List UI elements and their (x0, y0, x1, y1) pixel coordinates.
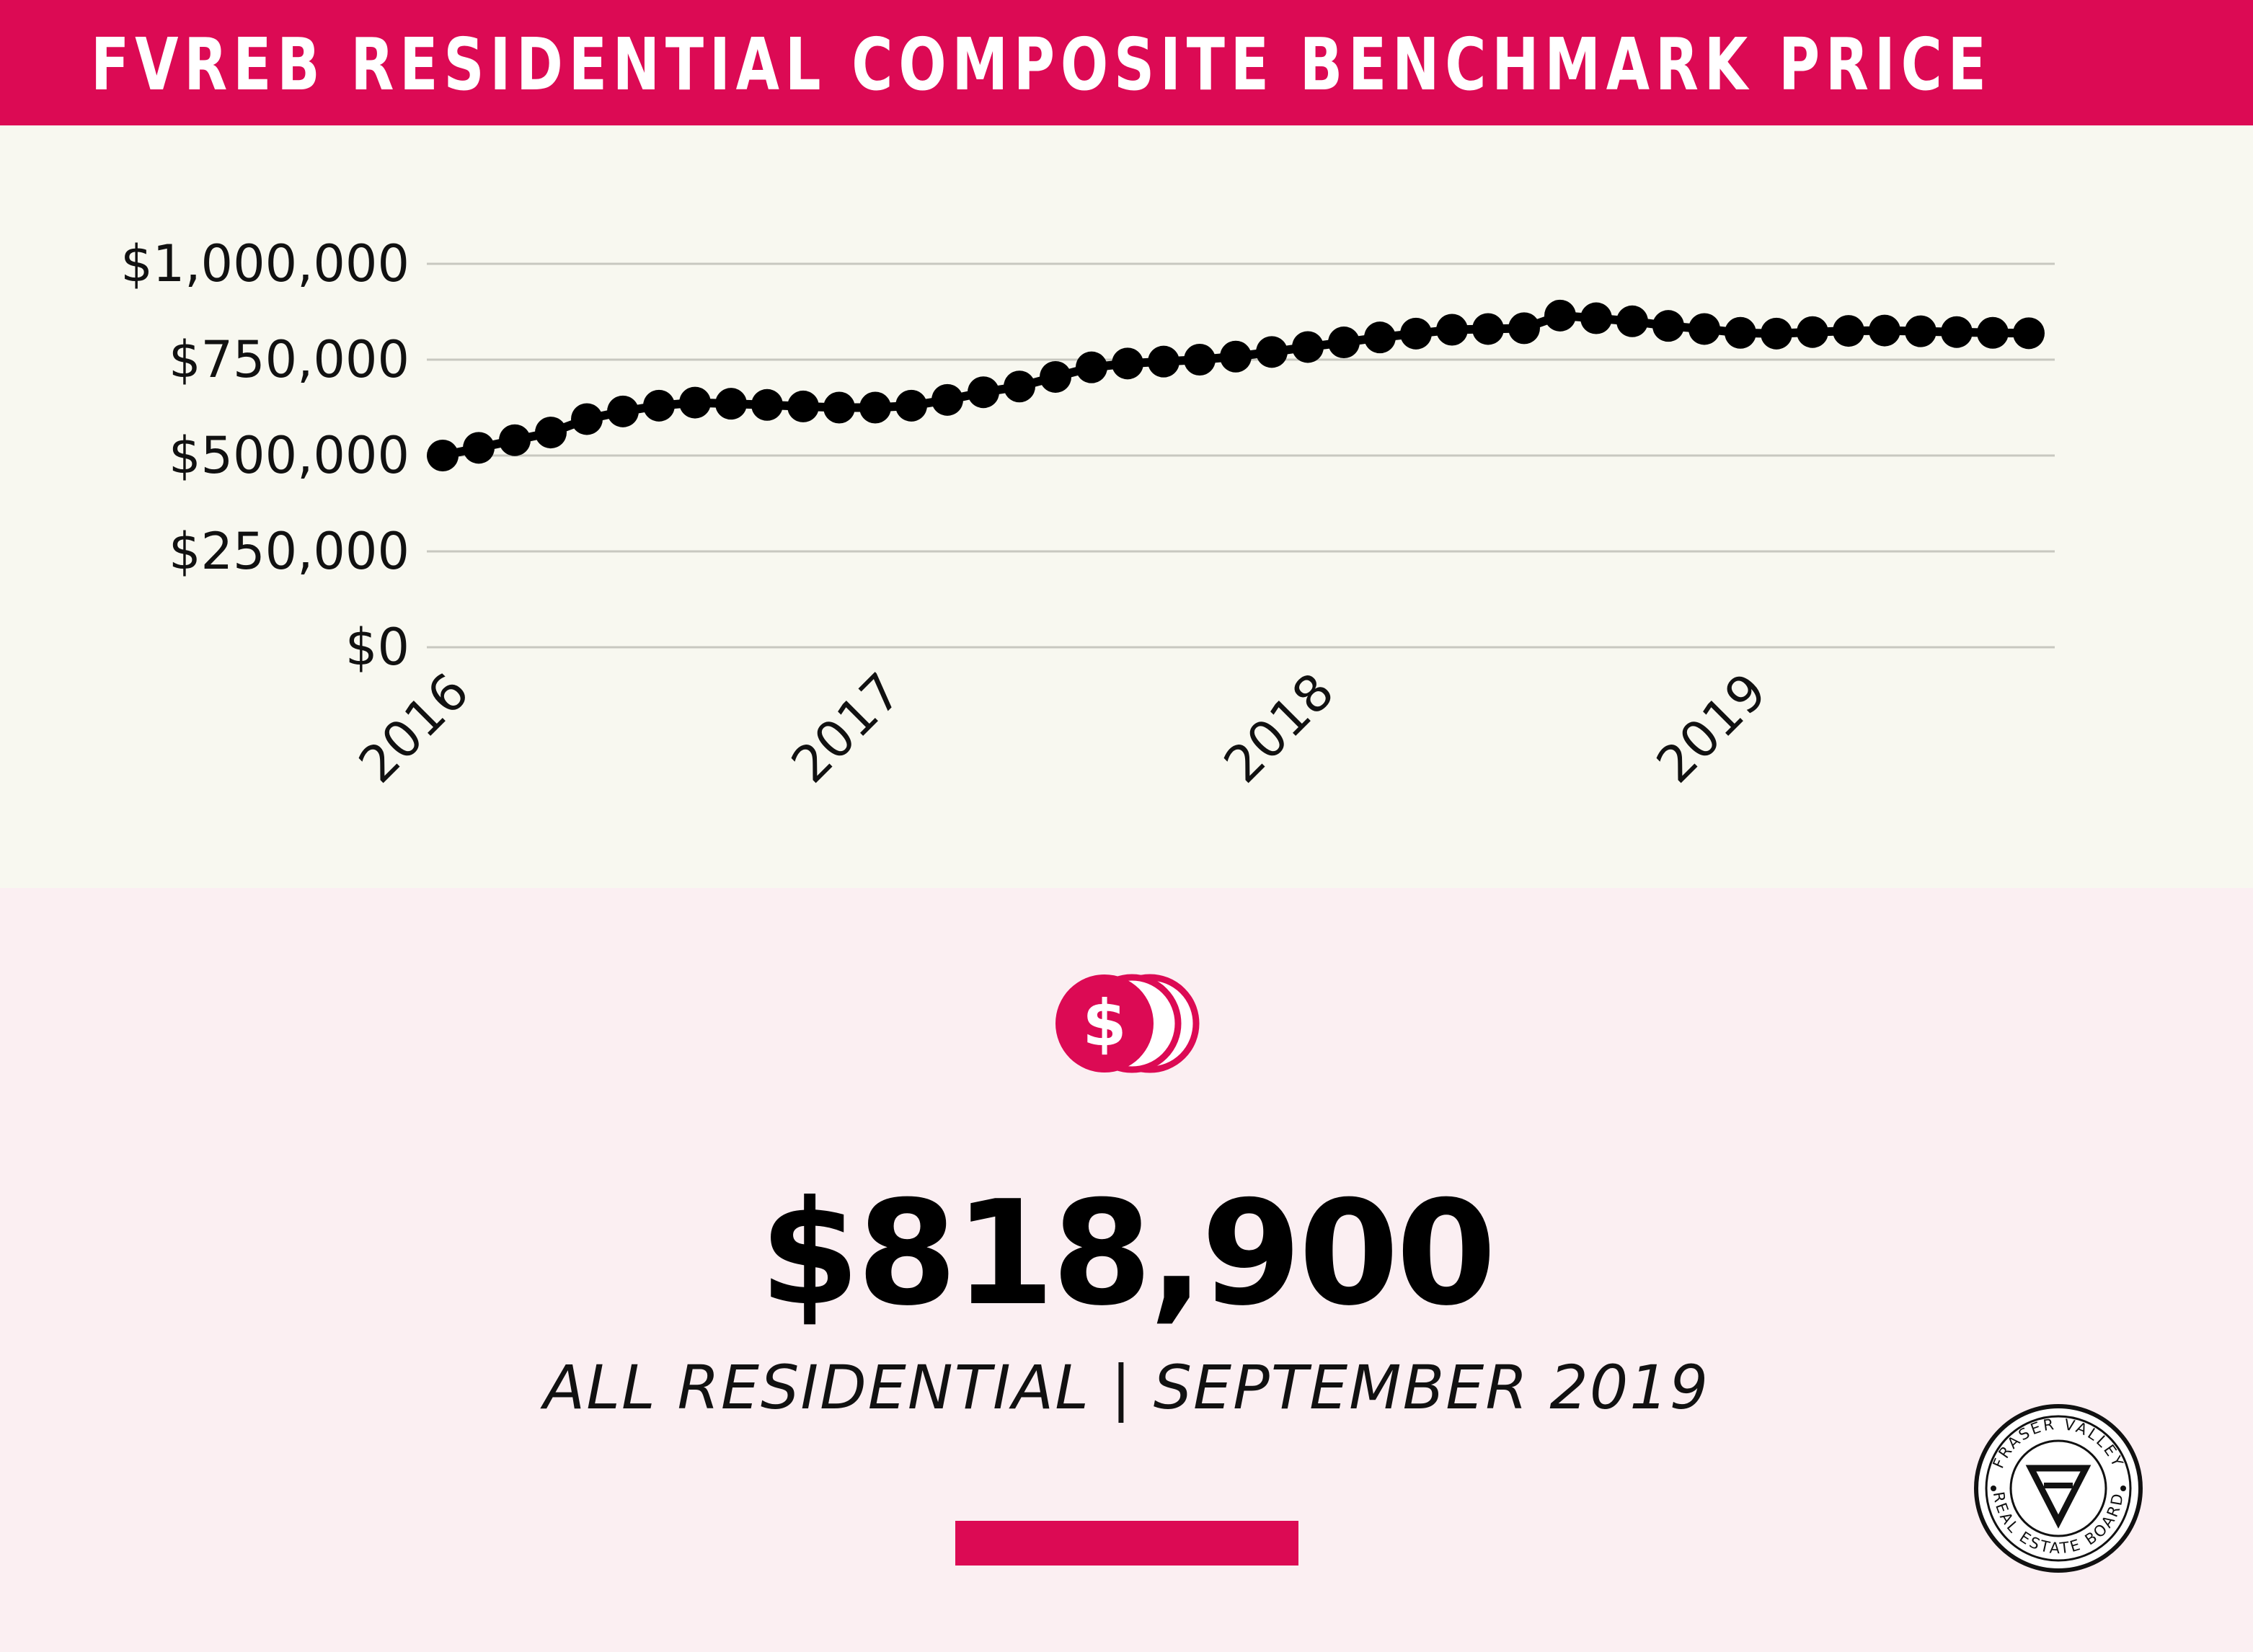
x-tick-label: 2018 (1213, 662, 1345, 794)
y-tick-label: $0 (345, 618, 410, 677)
data-point (1328, 327, 1360, 359)
x-tick-label: 2017 (780, 662, 913, 794)
data-point (1616, 305, 1648, 337)
y-tick-label: $750,000 (169, 330, 410, 389)
data-point (1220, 340, 1252, 373)
gridlines (427, 262, 2055, 649)
data-point (1761, 317, 1792, 350)
data-point (1112, 347, 1143, 380)
data-point (1941, 316, 1973, 348)
data-point (535, 417, 567, 449)
data-point (715, 388, 747, 420)
svg-text:$: $ (1082, 986, 1126, 1060)
data-point (1436, 314, 1468, 346)
data-point (571, 403, 603, 435)
data-point (1076, 351, 1107, 383)
data-point (1148, 345, 1179, 378)
benchmark-price-caption: ALL RESIDENTIAL | SEPTEMBER 2019 (543, 1352, 1710, 1423)
data-point (968, 376, 999, 409)
data-point (823, 391, 855, 424)
data-point (895, 389, 927, 422)
data-point (499, 424, 531, 456)
data-point (1364, 321, 1396, 354)
x-tick-label: 2019 (1645, 662, 1778, 794)
data-point (1869, 314, 1900, 347)
data-point (427, 440, 459, 471)
data-point (1508, 312, 1540, 345)
dollar-coins-icon: $ (1055, 974, 1200, 1073)
data-point (1725, 316, 1756, 349)
data-point (1400, 317, 1432, 350)
x-tick-label: 2016 (348, 662, 480, 794)
x-axis-ticks: 2016 2017 2018 2019 (348, 662, 1778, 794)
data-point (1688, 313, 1720, 345)
header-banner: FVREB RESIDENTIAL COMPOSITE BENCHMARK PR… (0, 0, 2253, 125)
y-tick-label: $500,000 (169, 426, 410, 485)
data-point (751, 388, 783, 421)
data-point (679, 386, 711, 419)
page-title: FVREB RESIDENTIAL COMPOSITE BENCHMARK PR… (91, 22, 1992, 107)
data-point (1004, 370, 1035, 403)
data-point (643, 389, 675, 422)
y-tick-label: $1,000,000 (120, 234, 410, 293)
line-chart: $0 $250,000 $500,000 $750,000 $1,000,000 201… (120, 234, 2055, 794)
data-point (1833, 315, 1864, 347)
data-point (1977, 316, 2009, 349)
data-point (1472, 313, 1504, 345)
data-point (2013, 317, 2045, 350)
y-tick-label: $250,000 (169, 522, 410, 581)
data-point (1652, 310, 1684, 342)
data-point (1905, 315, 1936, 347)
data-point (1040, 360, 1071, 393)
data-point (1184, 344, 1216, 376)
accent-bar (955, 1521, 1298, 1566)
data-point (1256, 336, 1288, 368)
data-point (787, 390, 819, 422)
data-point (1544, 299, 1576, 332)
data-point (1580, 302, 1612, 334)
data-point (463, 432, 495, 464)
benchmark-price-value: $818,900 (759, 1170, 1496, 1338)
data-point (1292, 331, 1324, 363)
data-point (607, 395, 639, 427)
data-point (859, 391, 891, 424)
fraser-valley-real-estate-board-logo: FRASER VALLEY REAL ESTATE BOARD (1974, 1404, 2143, 1573)
series-points (427, 299, 2045, 471)
data-point (931, 383, 963, 416)
data-point (1797, 316, 1828, 348)
y-axis-ticks: $0 $250,000 $500,000 $750,000 $1,000,000 (120, 234, 410, 677)
chart-panel: $0 $250,000 $500,000 $750,000 $1,000,000 201… (0, 125, 2253, 888)
